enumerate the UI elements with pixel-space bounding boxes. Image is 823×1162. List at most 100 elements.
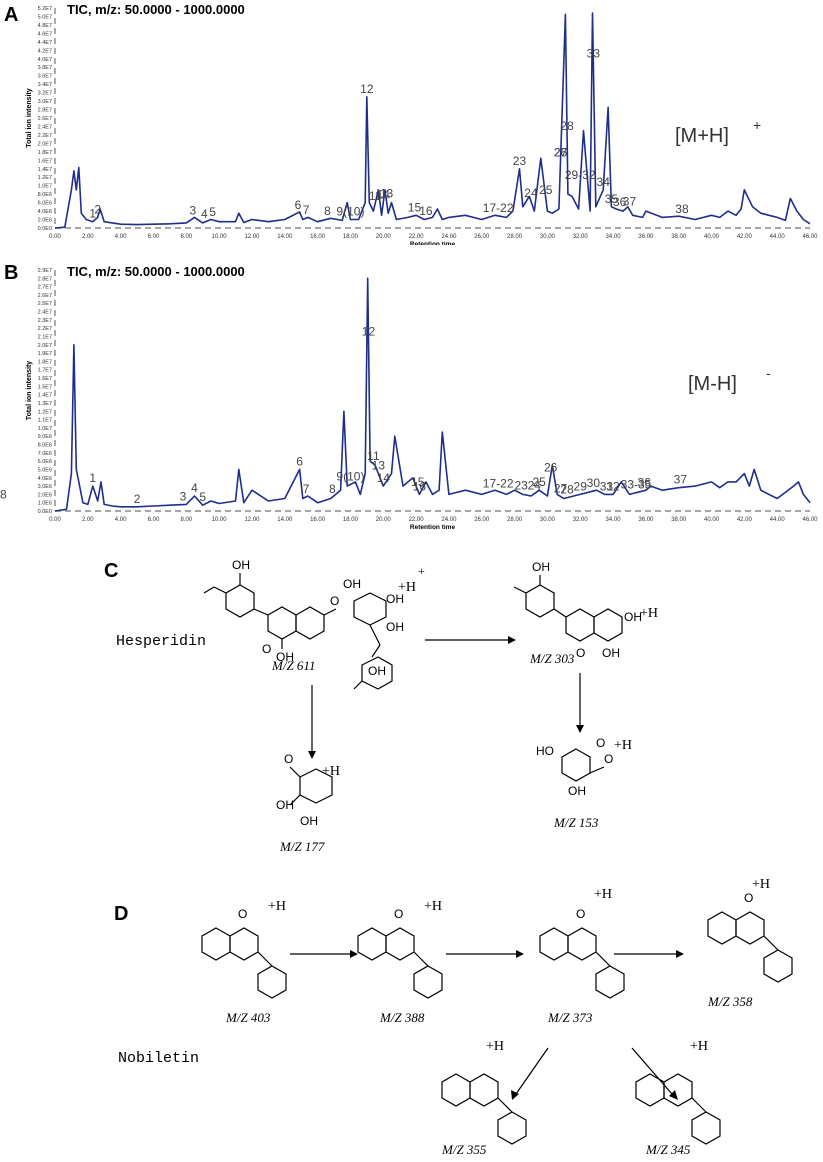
y-tick-label: 1.0E7 (38, 426, 52, 432)
y-tick-label: 2.4E7 (38, 124, 52, 130)
panel-c-letter: C (104, 560, 118, 582)
y-tick-label: 2.5E7 (38, 301, 52, 307)
y-tick-label: 1.4E7 (38, 393, 52, 399)
y-tick-label: 5.0E6 (38, 467, 52, 473)
y-tick-label: 2.0E7 (38, 343, 52, 349)
y-tick-label: 1.8E7 (38, 359, 52, 365)
x-tick-label: 2.00 (82, 517, 94, 523)
ion-153-charge: +H (614, 738, 632, 753)
y-tick-label: 3.4E7 (38, 82, 52, 88)
ion-345-label: M/Z 345 (645, 1142, 691, 1157)
x-tick-label: 8.00 (180, 517, 192, 523)
ion-373-label: M/Z 373 (547, 1010, 593, 1025)
peak-label: 29 (574, 479, 588, 493)
y-tick-label: 8.0E6 (38, 443, 52, 449)
peak-label: 6 (295, 198, 302, 212)
peak-label: 4 (191, 481, 198, 495)
panel-c-scheme: C Hesperidin OH O OH O OH OH OH OH +H + … (104, 558, 658, 854)
peak-label: 8 (324, 204, 331, 218)
chart-a: 0.00 2.00 4.00 6.00 8.00 10.00 12.00 14.00 16.00… (26, 2, 818, 245)
chart-b: 0.00 2.00 4.00 6.00 8.00 10.00 12.00 14.00 16.00… (0, 264, 818, 531)
x-tick-label: 16.00 (310, 517, 326, 523)
y-tick-label: 4.0E7 (38, 57, 52, 63)
peak-label: 27 (554, 145, 568, 159)
peak-label: 9(10) (336, 205, 364, 219)
ion-345-charge: +H (690, 1039, 708, 1054)
ion-153-structure (561, 748, 605, 782)
hesperidin-name: Hesperidin (116, 633, 206, 650)
y-tick-label: 3.2E7 (38, 91, 52, 97)
ion-355-label: M/Z 355 (441, 1142, 487, 1157)
ion-153-atom-labels: HO O O OH (536, 736, 613, 798)
y-tick-label: 8.0E6 (38, 192, 52, 198)
peak-label: 16 (419, 204, 433, 218)
peak-label: 14 (377, 471, 391, 485)
ion-153-label: M/Z 153 (553, 815, 599, 830)
x-tick-label: 34.00 (606, 234, 622, 240)
y-tick-label: 1.5E7 (38, 384, 52, 390)
ion-388-charge: +H (424, 899, 442, 914)
y-tick-label: 0.0E0 (38, 509, 52, 515)
svg-text:OH: OH (343, 577, 361, 591)
svg-text:O: O (744, 891, 753, 905)
x-tick-label: 4.00 (115, 234, 127, 240)
x-tick-label: 6.00 (148, 234, 160, 240)
x-tick-label: 42.00 (737, 517, 753, 523)
peak-label: 32 (606, 479, 620, 493)
svg-text:OH: OH (624, 610, 642, 624)
peak-label: 37 (674, 473, 688, 487)
y-tick-label: 3.6E7 (38, 74, 52, 80)
svg-text:OH: OH (276, 798, 294, 812)
x-tick-label: 46.00 (802, 234, 818, 240)
y-tick-label: 2.1E7 (38, 334, 52, 340)
x-tick-label: 38.00 (671, 517, 687, 523)
peak-label: 14 (377, 188, 391, 202)
peak-label: 2 (134, 492, 141, 506)
tic-trace (54, 277, 811, 512)
y-tick-label: 2.7E7 (38, 285, 52, 291)
x-tick-label: 2.00 (82, 234, 94, 240)
x-tick-label: 24.00 (441, 517, 457, 523)
svg-text:OH: OH (386, 592, 404, 606)
y-tick-label: 6.0E6 (38, 201, 52, 207)
peak-label: 24 (528, 479, 542, 493)
x-tick-label: 40.00 (704, 517, 720, 523)
svg-text:OH: OH (276, 650, 294, 664)
y-tick-label: 4.6E7 (38, 31, 52, 37)
y-axis-label: Total ion intensity (26, 88, 33, 147)
peak-label: 35 (605, 192, 619, 206)
peak-label: 25 (533, 475, 547, 489)
arrow-303-to-153-head (576, 725, 584, 733)
ion-177-atom-labels: O OH OH (276, 752, 318, 828)
peak-label: 12 (360, 82, 374, 96)
arrow-373-to-355 (515, 1047, 549, 1095)
x-tick-label: 24.00 (441, 234, 457, 240)
y-tick-label: 1.7E7 (38, 368, 52, 374)
y-tick-label: 7.0E6 (38, 451, 52, 457)
x-tick-label: 46.00 (802, 517, 818, 523)
y-axis-label: Total ion intensity (26, 361, 33, 420)
x-tick-label: 32.00 (573, 234, 589, 240)
x-tick-label: 18.00 (343, 517, 359, 523)
svg-text:O: O (604, 752, 613, 766)
peak-label: 9(10) (336, 469, 364, 483)
panel-d-scheme: D Nobiletin O O O O (114, 877, 793, 1157)
peak-label: 13 (372, 459, 386, 473)
svg-text:O: O (284, 752, 293, 766)
peak-label: 2 (94, 202, 101, 216)
panel-b-letter: B (4, 262, 19, 284)
peak-label: 3 (180, 490, 187, 504)
y-tick-label: 4.0E6 (38, 476, 52, 482)
y-tick-label: 2.6E7 (38, 293, 52, 299)
peak-label: 36 (613, 195, 627, 209)
y-tick-label: 1.8E7 (38, 150, 52, 156)
svg-text:O: O (330, 594, 339, 608)
svg-text:O: O (576, 646, 585, 660)
y-tick-label: 2.0E6 (38, 492, 52, 498)
arrow-403-to-388-head (350, 950, 358, 958)
peak-label: 37 (623, 195, 637, 209)
x-tick-label: 34.00 (606, 517, 622, 523)
peak-label: 25 (539, 183, 553, 197)
nobiletin-name: Nobiletin (118, 1050, 199, 1067)
svg-text:OH: OH (232, 558, 250, 572)
